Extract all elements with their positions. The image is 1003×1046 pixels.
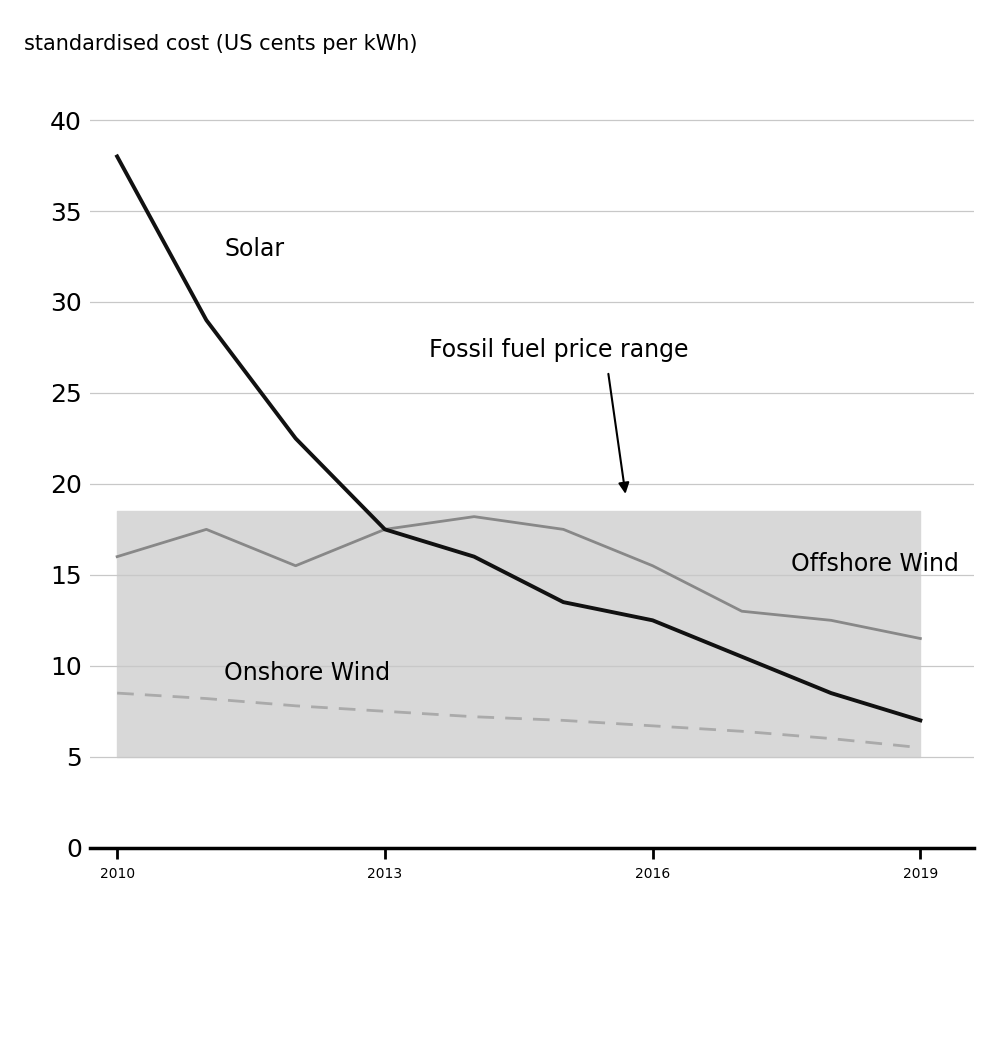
Text: Solar: Solar: [224, 237, 284, 262]
Text: Onshore Wind: Onshore Wind: [224, 661, 390, 685]
Text: Offshore Wind: Offshore Wind: [790, 552, 958, 576]
Text: Fossil fuel price range: Fossil fuel price range: [429, 338, 688, 362]
Text: standardised cost (US cents per kWh): standardised cost (US cents per kWh): [24, 35, 417, 54]
